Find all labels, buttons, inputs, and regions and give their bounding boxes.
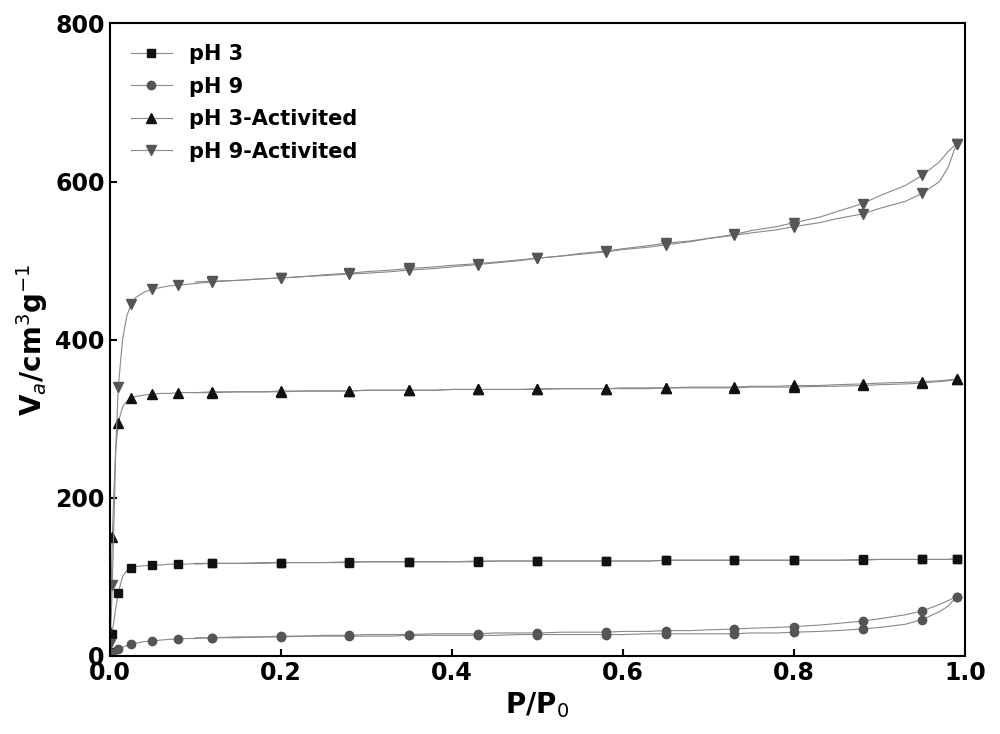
pH 9 bbox=[104, 651, 116, 660]
Legend: pH 3, pH 9, pH 3-Activited, pH 9-Activited: pH 3, pH 9, pH 3-Activited, pH 9-Activit… bbox=[120, 34, 368, 172]
pH 3 bbox=[857, 555, 869, 564]
pH 9 bbox=[951, 592, 963, 601]
pH 9 bbox=[155, 636, 167, 644]
pH 9-Activited bbox=[112, 382, 124, 391]
X-axis label: P/P$_0$: P/P$_0$ bbox=[505, 690, 570, 720]
pH 3-Activited bbox=[155, 389, 167, 398]
pH 3 bbox=[104, 647, 116, 656]
pH 9 bbox=[258, 633, 270, 642]
Line: pH 3-Activited: pH 3-Activited bbox=[105, 374, 962, 637]
pH 9-Activited bbox=[857, 209, 869, 218]
pH 3 bbox=[112, 588, 124, 597]
pH 3-Activited bbox=[258, 388, 270, 396]
pH 3 bbox=[942, 555, 954, 564]
pH 3 bbox=[155, 561, 167, 570]
pH 3 bbox=[951, 554, 963, 563]
pH 3-Activited bbox=[104, 628, 116, 636]
pH 3 bbox=[258, 558, 270, 567]
pH 9-Activited bbox=[942, 163, 954, 172]
pH 9 bbox=[129, 639, 141, 647]
pH 9 bbox=[857, 625, 869, 633]
pH 3-Activited bbox=[857, 381, 869, 390]
pH 3-Activited bbox=[129, 392, 141, 401]
Line: pH 3: pH 3 bbox=[106, 554, 961, 656]
Line: pH 9: pH 9 bbox=[106, 592, 961, 659]
Y-axis label: V$_a$/cm$^3$g$^{-1}$: V$_a$/cm$^3$g$^{-1}$ bbox=[14, 264, 50, 416]
pH 3-Activited bbox=[951, 375, 963, 384]
pH 9-Activited bbox=[951, 139, 963, 148]
pH 3-Activited bbox=[112, 418, 124, 427]
pH 3-Activited bbox=[942, 377, 954, 385]
pH 9-Activited bbox=[104, 639, 116, 648]
pH 3 bbox=[129, 562, 141, 571]
pH 9-Activited bbox=[155, 283, 167, 292]
Line: pH 9-Activited: pH 9-Activited bbox=[105, 139, 962, 649]
pH 9 bbox=[112, 644, 124, 653]
pH 9 bbox=[942, 602, 954, 611]
pH 9-Activited bbox=[129, 294, 141, 302]
pH 9-Activited bbox=[258, 275, 270, 283]
